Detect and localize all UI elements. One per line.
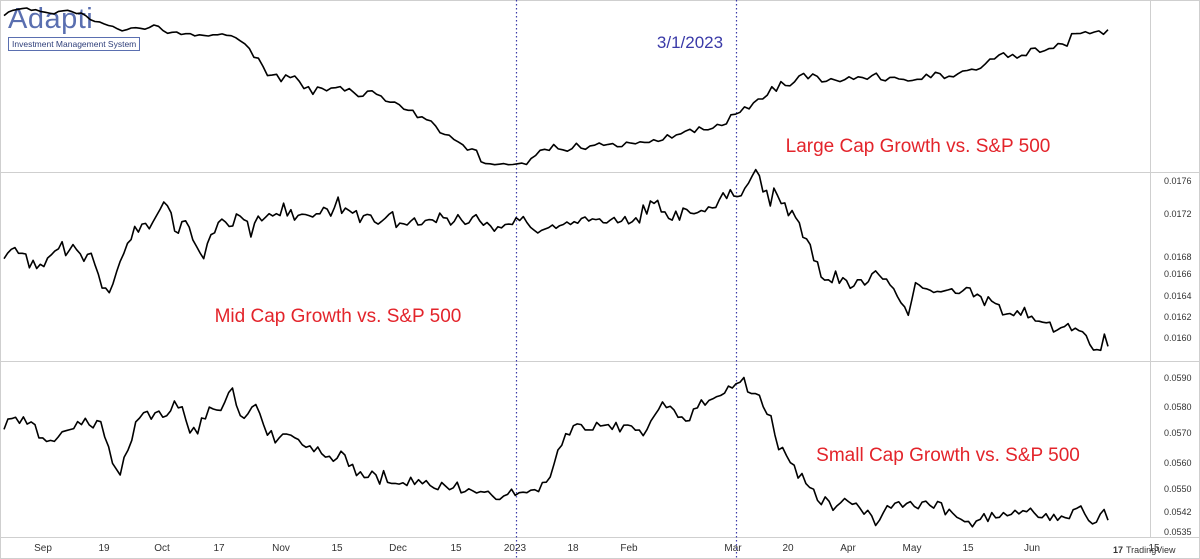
x-tick-label: 20	[782, 543, 794, 554]
panel-title: Small Cap Growth vs. S&P 500	[816, 445, 1080, 466]
x-tick-label: Sep	[34, 543, 52, 554]
series-line	[3, 168, 1109, 352]
y-tick-label: 0.0580	[1164, 402, 1192, 412]
panel-title: Mid Cap Growth vs. S&P 500	[215, 306, 462, 327]
y-tick-label: 0.0162	[1164, 312, 1192, 322]
x-tick-label: 15	[1148, 543, 1160, 554]
tradingview-watermark: 17 TradingView	[1113, 545, 1176, 555]
x-tick-label: Oct	[154, 543, 170, 554]
y-tick-label: 0.0160	[1164, 333, 1192, 343]
x-tick-label: Dec	[389, 543, 407, 554]
x-tick-label: 19	[98, 543, 110, 554]
x-tick-label: 15	[962, 543, 974, 554]
y-tick-label: 0.0166	[1164, 269, 1192, 279]
y-tick-label: 0.0176	[1164, 176, 1192, 186]
y-tick-label: 0.0168	[1164, 252, 1192, 262]
y-tick-label: 0.0560	[1164, 458, 1192, 468]
y-tick-label: 0.0172	[1164, 209, 1192, 219]
tradingview-logo-icon: 17	[1113, 545, 1124, 555]
y-tick-label: 0.0590	[1164, 373, 1192, 383]
brand-tagline: Investment Management System	[8, 37, 140, 51]
series-line	[3, 376, 1109, 528]
y-tick-label: 0.0535	[1164, 527, 1192, 537]
x-tick-label: Jun	[1024, 543, 1040, 554]
x-tick-label: 18	[567, 543, 579, 554]
x-tick-label: Feb	[620, 543, 638, 554]
x-tick-label: May	[903, 543, 922, 554]
y-tick-label: 0.0542	[1164, 507, 1192, 517]
x-tick-label: Mar	[724, 543, 742, 554]
x-tick-label: 15	[450, 543, 462, 554]
tradingview-label: TradingView	[1126, 545, 1176, 555]
x-tick-label: Nov	[272, 543, 290, 554]
x-tick-label: Apr	[840, 543, 856, 554]
y-tick-label: 0.0164	[1164, 291, 1192, 301]
panel-title: Large Cap Growth vs. S&P 500	[786, 136, 1051, 157]
x-tick-label: 15	[331, 543, 343, 554]
y-tick-label: 0.0570	[1164, 428, 1192, 438]
x-tick-label: 2023	[504, 543, 527, 554]
x-tick-label: 17	[213, 543, 225, 554]
series-line	[3, 7, 1109, 166]
date-marker-label: 3/1/2023	[657, 33, 723, 52]
y-tick-label: 0.0550	[1164, 484, 1192, 494]
